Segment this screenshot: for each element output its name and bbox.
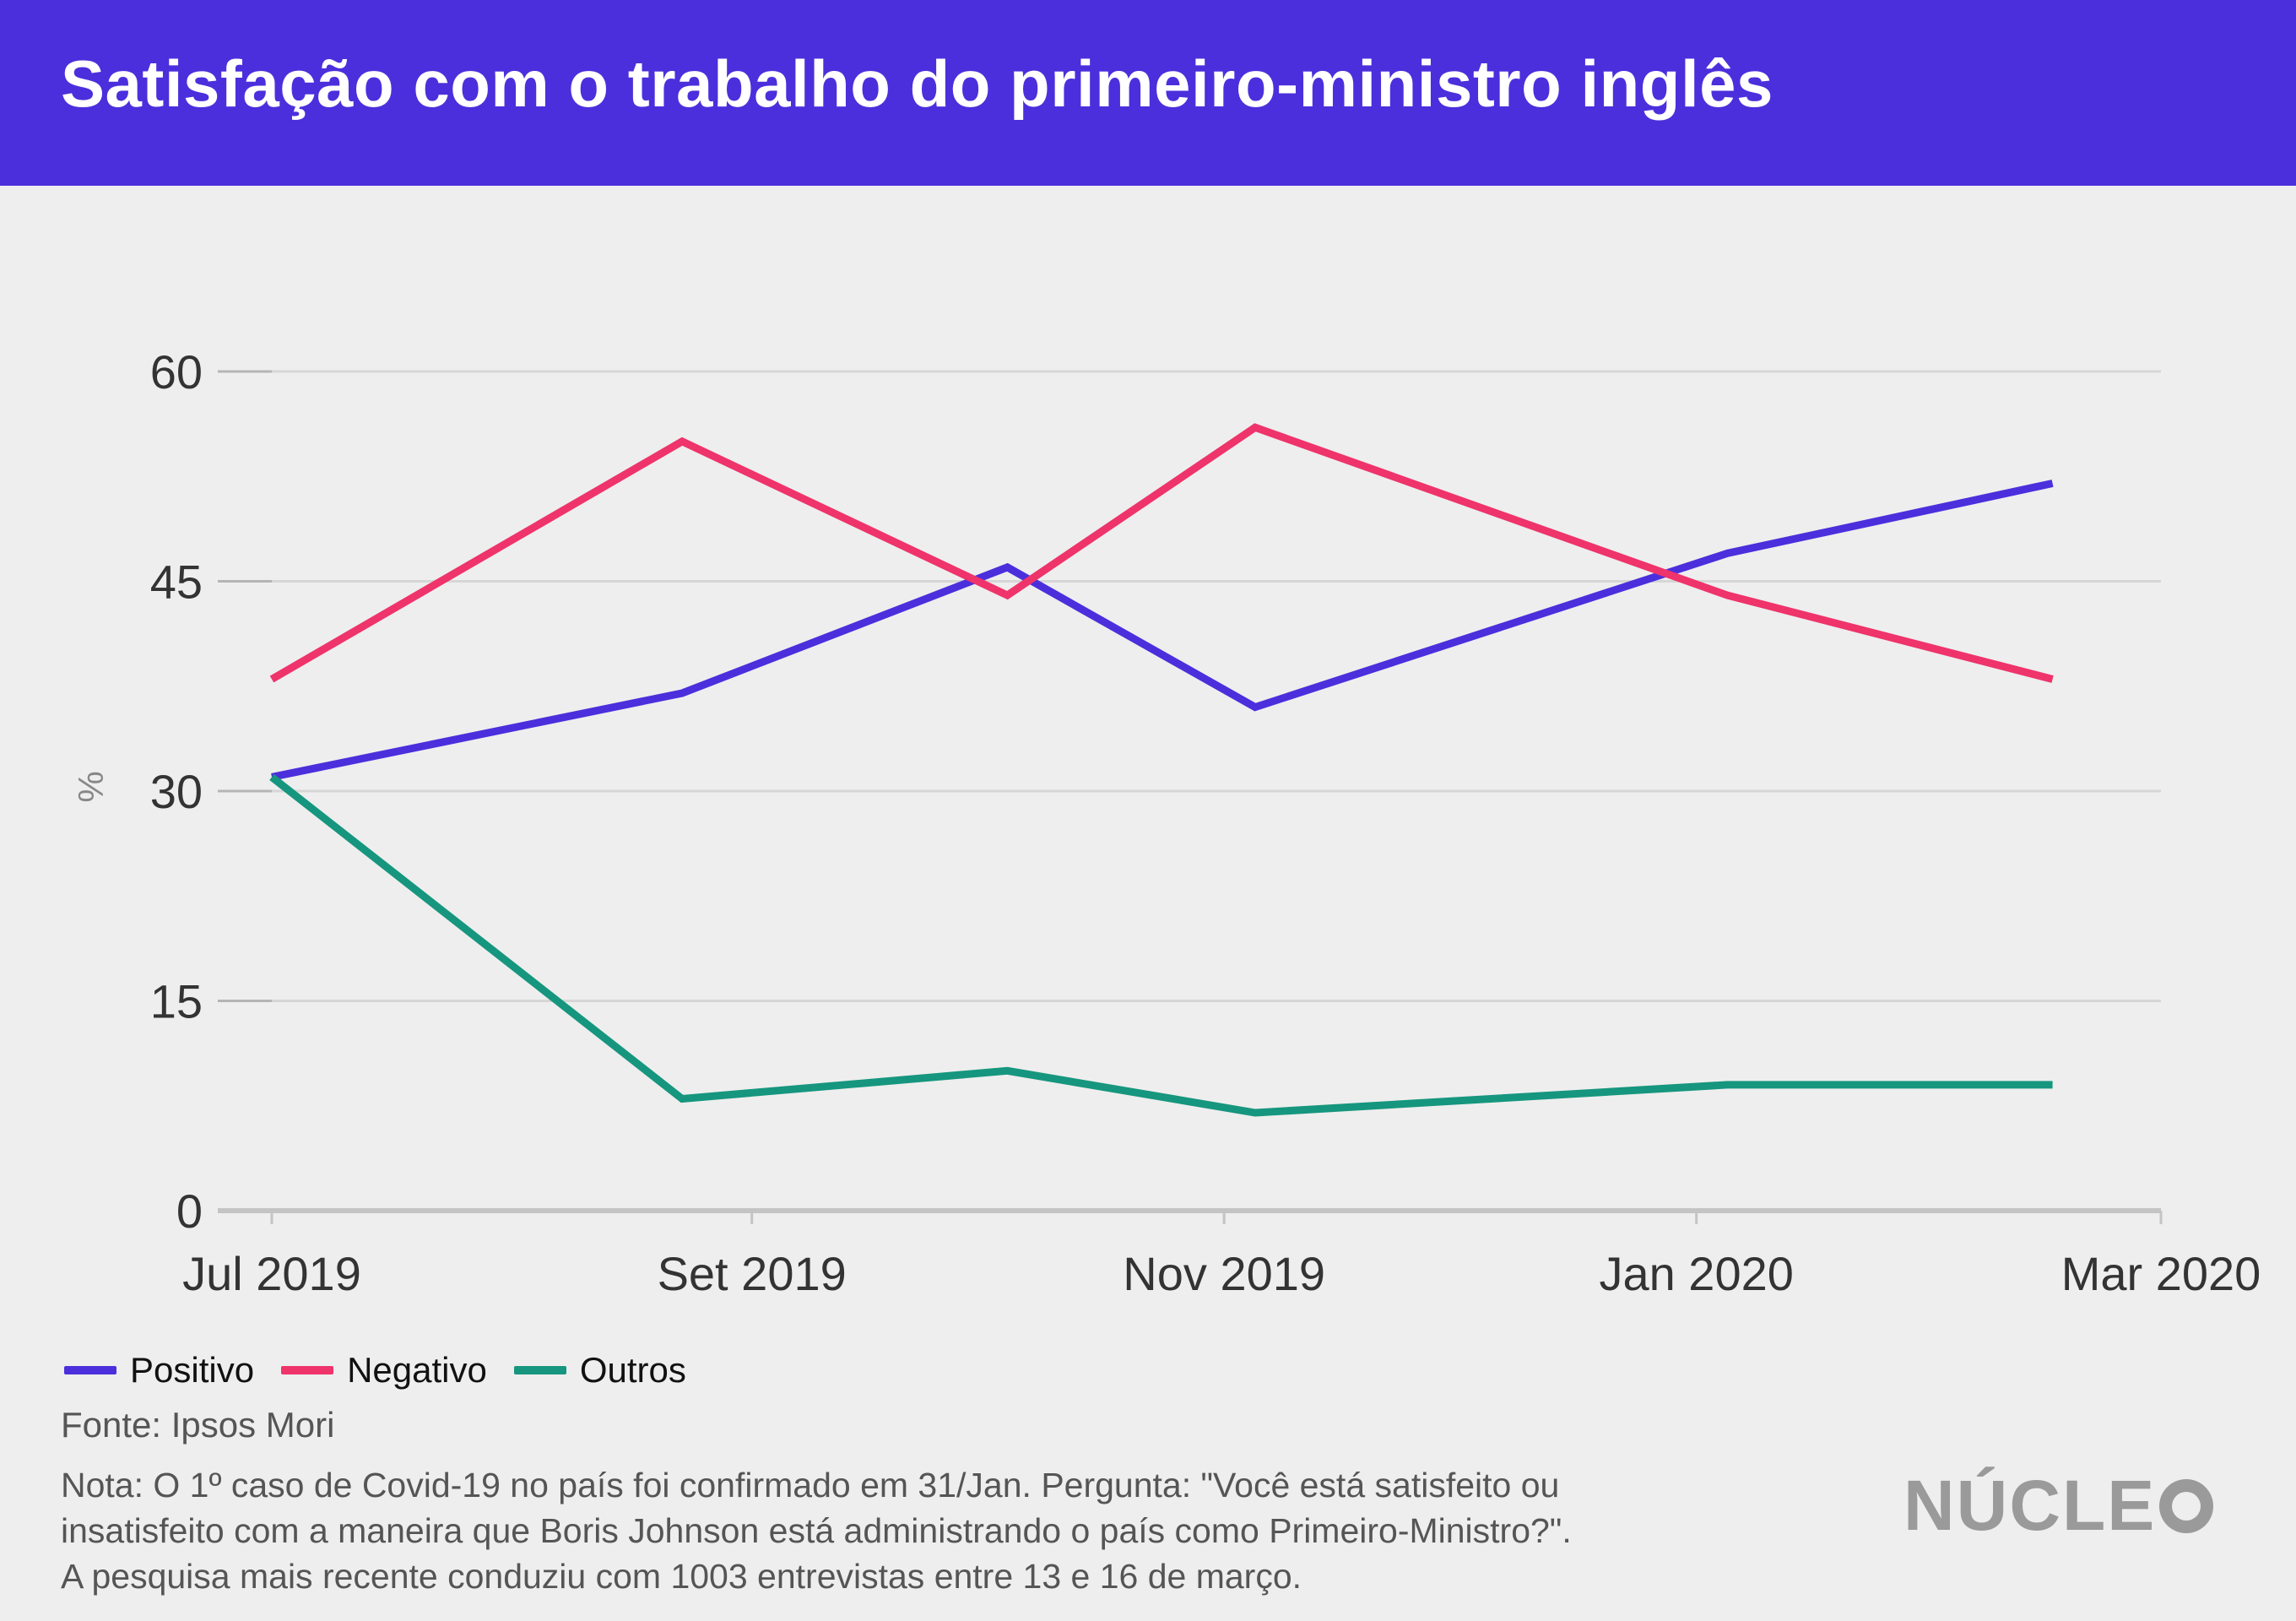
line-chart: 0 15 30 45 60% Jul 2019 Set 2019 Nov 2019 Jan 20… [71, 345, 2261, 1300]
legend-label: Negativo [347, 1350, 487, 1390]
y-tick-label: 60 [150, 345, 203, 398]
series-lines [269, 423, 2054, 1117]
footnote-line: A pesquisa mais recente conduziu com 100… [61, 1557, 1302, 1596]
legend-label: Positivo [130, 1350, 255, 1390]
chart-title: Satisfação com o trabalho do primeiro-mi… [61, 46, 1773, 121]
y-tick-label: 15 [150, 975, 203, 1028]
legend-swatch [513, 1366, 566, 1374]
legend-label: Outros [579, 1350, 686, 1390]
logo-text: NÚCLE [1903, 1466, 2157, 1545]
legend-swatch [64, 1366, 116, 1374]
footnote: Nota: O 1º caso de Covid-19 no país foi … [61, 1462, 1791, 1599]
logo-o-mark [2159, 1479, 2214, 1533]
y-tick-label: 0 [176, 1185, 203, 1238]
source-note: Fonte: Ipsos Mori [61, 1405, 335, 1445]
legend-item: Outros [513, 1350, 686, 1391]
header-bar: Satisfação com o trabalho do primeiro-mi… [0, 0, 2296, 186]
nucleo-logo: NÚCLE [1903, 1465, 2214, 1547]
y-axis-label: % [71, 771, 111, 802]
footnote-line: Nota: O 1º caso de Covid-19 no país foi … [61, 1466, 1560, 1504]
footnote-line: insatisfeito com a maneira que Boris Joh… [61, 1511, 1572, 1550]
x-tick-label: Mar 2020 [2061, 1247, 2261, 1300]
x-tick-label: Jul 2019 [182, 1247, 361, 1300]
y-tick-label: 45 [150, 556, 203, 609]
legend-item: Positivo [64, 1350, 254, 1391]
x-tick-label: Set 2019 [658, 1247, 847, 1300]
series-line-negativo [269, 423, 2054, 683]
legend: Positivo Negativo Outros [64, 1349, 713, 1391]
legend-item: Negativo [281, 1350, 487, 1391]
gridlines [218, 370, 2161, 1002]
axes: 0 15 30 45 60% Jul 2019 Set 2019 Nov 2019 Jan 20… [71, 345, 2261, 1300]
series-line-positivo [271, 480, 2054, 781]
y-tick-label: 30 [150, 765, 203, 818]
legend-swatch [281, 1366, 334, 1374]
series-line-outros [269, 773, 2053, 1117]
x-tick-label: Jan 2020 [1599, 1247, 1793, 1300]
x-tick-label: Nov 2019 [1123, 1247, 1325, 1300]
